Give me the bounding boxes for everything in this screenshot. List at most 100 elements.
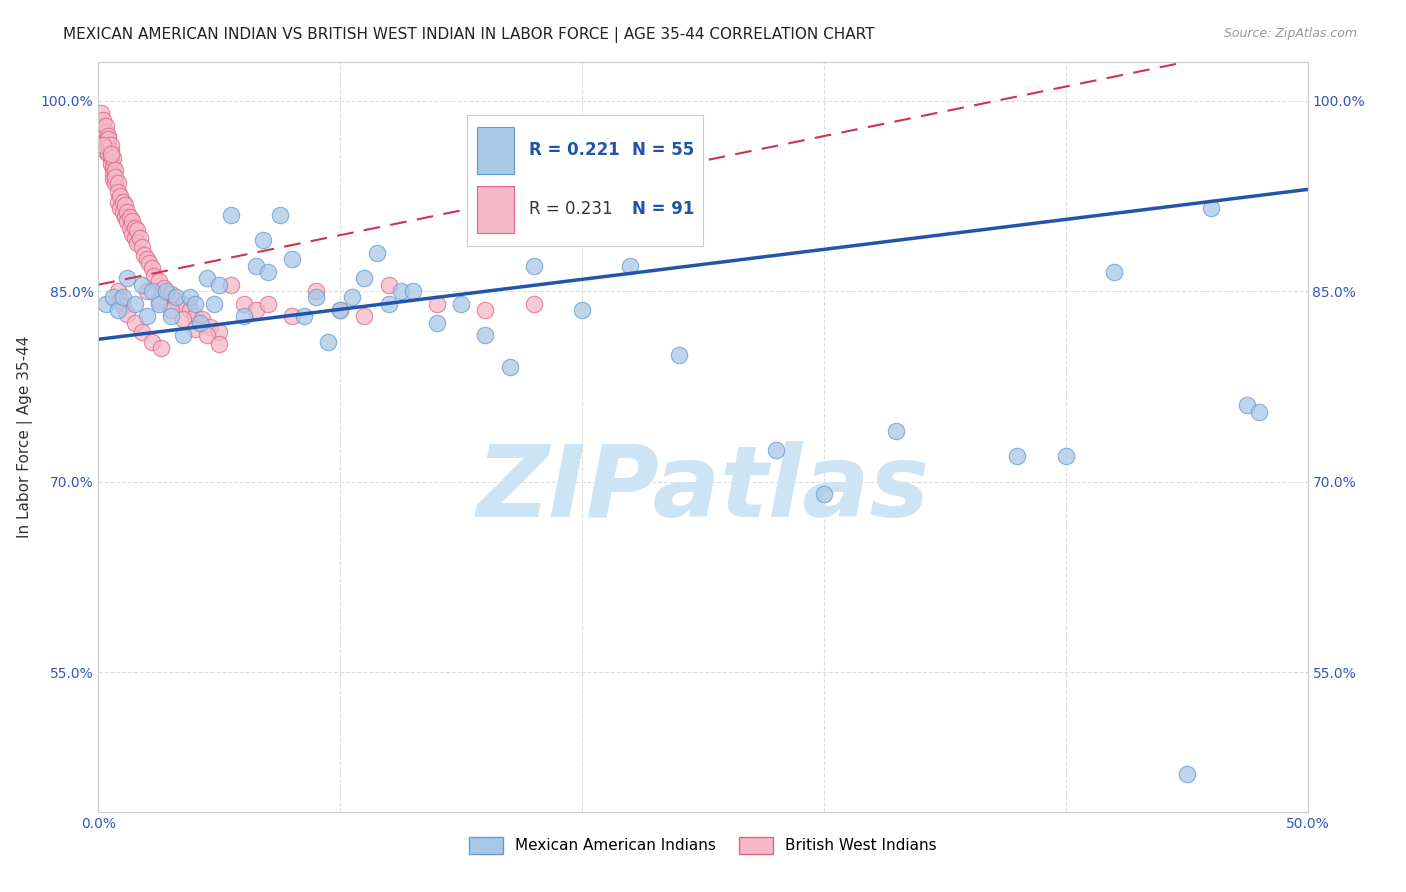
Point [188,316,211,330]
Point [135,252,157,267]
Point [316,334,339,349]
Point [101,160,124,174]
Point [252,233,274,247]
Point [101,151,124,165]
Point [117,271,139,285]
Point [148,274,170,288]
Point [245,303,267,318]
Point [107,176,129,190]
Point [305,284,328,298]
Point [184,297,207,311]
Point [111,205,134,219]
Point [100,151,122,165]
Point [195,328,218,343]
Point [114,197,136,211]
Point [135,284,157,298]
Point [1236,398,1258,412]
Point [91,125,114,139]
Point [342,290,364,304]
Point [97,131,120,145]
Point [353,271,375,285]
Point [94,125,117,139]
Point [389,284,412,298]
Point [450,297,472,311]
Point [208,325,231,339]
Point [124,220,146,235]
Point [571,303,593,318]
Point [131,325,153,339]
Point [90,119,112,133]
Point [101,290,124,304]
Point [292,310,315,324]
Point [402,284,425,298]
Point [141,334,163,349]
Point [813,487,835,501]
Point [155,284,177,298]
Point [108,188,131,202]
Point [195,271,218,285]
Point [329,303,352,318]
Point [111,195,134,210]
Point [124,297,146,311]
Point [148,294,170,309]
Point [269,208,291,222]
Y-axis label: In Labor Force | Age 35-44: In Labor Force | Age 35-44 [17,336,32,538]
Point [91,112,114,127]
Point [104,163,127,178]
Point [165,294,187,309]
Point [1175,766,1198,780]
Point [100,157,122,171]
Point [221,277,243,292]
Point [124,316,146,330]
Point [138,256,160,270]
Point [165,290,187,304]
Point [305,290,328,304]
Point [90,106,112,120]
Point [160,310,183,324]
Point [179,303,201,318]
Point [523,297,546,311]
Point [160,303,183,318]
Point [1102,265,1125,279]
Point [117,214,139,228]
Point [353,310,375,324]
Point [91,131,114,145]
Point [179,290,201,304]
Point [474,303,496,318]
Point [131,277,153,292]
Text: Source: ZipAtlas.com: Source: ZipAtlas.com [1223,27,1357,40]
Point [184,322,207,336]
Point [127,223,149,237]
Point [100,147,122,161]
Point [208,337,231,351]
Point [1007,449,1029,463]
Point [135,310,157,324]
Point [668,347,690,361]
Point [108,202,131,216]
Point [91,119,114,133]
Point [765,442,787,457]
Point [523,259,546,273]
Point [172,312,194,326]
Point [150,341,173,355]
Point [100,138,122,153]
Point [498,360,520,375]
Point [1199,202,1222,216]
Point [377,277,399,292]
Point [97,147,120,161]
Point [101,172,124,186]
Point [100,145,122,159]
Point [97,129,120,144]
Point [111,290,134,304]
Point [208,277,231,292]
Point [329,303,352,318]
Point [184,310,207,324]
Point [94,145,117,159]
Point [90,125,112,139]
Point [97,138,120,153]
Point [108,293,131,307]
Point [127,235,149,250]
Point [143,268,166,283]
Point [124,230,146,244]
Point [94,297,117,311]
